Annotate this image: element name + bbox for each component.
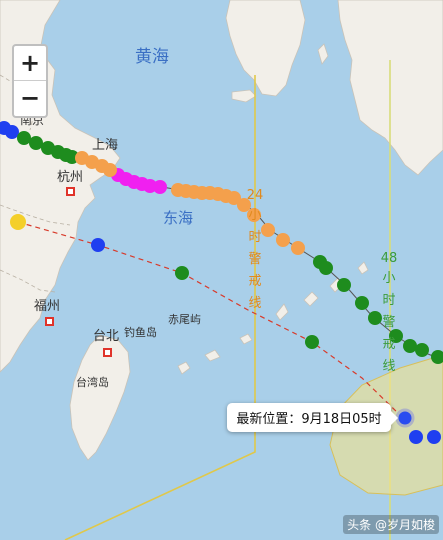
track-point[interactable]: [409, 430, 423, 444]
track-point[interactable]: [291, 241, 305, 255]
track-points-forecast: [10, 214, 319, 349]
taibei-label: 台北: [93, 329, 119, 344]
track-point[interactable]: [355, 296, 369, 310]
warning-line-24h: [64, 75, 256, 540]
warning-24h-char: 24: [247, 188, 264, 203]
track-point[interactable]: [5, 125, 19, 139]
track-point[interactable]: [227, 191, 241, 205]
track-point[interactable]: [237, 198, 251, 212]
fuzhou-label: 福州: [34, 299, 60, 314]
ryukyu-islands: [177, 261, 369, 375]
warning-label-48h: 48 小 时 警 戒 线: [381, 251, 398, 374]
zoom-out-button[interactable]: −: [19, 84, 41, 112]
hangzhou-label: 杭州: [57, 170, 83, 185]
tsushima-island: [317, 43, 329, 65]
track-point[interactable]: [247, 208, 261, 222]
warning-48h-char: 警: [382, 314, 395, 330]
warning-24h-char: 线: [248, 296, 261, 311]
track-point[interactable]: [305, 335, 319, 349]
warning-48h-char: 小: [382, 271, 395, 286]
track-point[interactable]: [337, 278, 351, 292]
track-points-blue: [0, 121, 441, 444]
watermark-credit: 头条 @岁月如梭: [343, 515, 439, 534]
diaoyu-label: 钓鱼岛: [124, 325, 157, 339]
track-point[interactable]: [261, 223, 275, 237]
taiwan-label: 台湾岛: [76, 375, 109, 389]
city-markers: [45, 187, 112, 357]
track-point[interactable]: [403, 339, 417, 353]
track-point[interactable]: [103, 163, 117, 177]
track-points-orange: [75, 151, 305, 255]
shanghai-label: 上海: [92, 138, 118, 153]
east-sea-label: 东海: [163, 209, 193, 227]
zoom-in-button[interactable]: +: [14, 46, 46, 81]
track-points-magenta: [111, 168, 167, 194]
track-point[interactable]: [175, 266, 189, 280]
warning-24h-char: 小: [248, 208, 261, 223]
track-point[interactable]: [17, 131, 31, 145]
track-point[interactable]: [431, 350, 443, 364]
warning-24h-char: 戒: [248, 274, 261, 289]
current-position-marker[interactable]: [395, 408, 415, 428]
track-point[interactable]: [91, 238, 105, 252]
track-points-green: [17, 131, 443, 364]
jeju-island: [231, 89, 257, 103]
hangzhou-marker: [66, 187, 75, 196]
chiwei-label: 赤尾屿: [168, 313, 201, 326]
yellow-sea-label: 黄海: [135, 47, 169, 67]
latest-position-callout: 最新位置：9月18日05时: [227, 403, 398, 432]
track-point[interactable]: [29, 136, 43, 150]
track-point[interactable]: [319, 261, 333, 275]
warning-48h-char: 戒: [382, 337, 395, 352]
warning-48h-char: 时: [382, 293, 395, 308]
track-point[interactable]: [415, 343, 429, 357]
track-point[interactable]: [153, 180, 167, 194]
warning-48h-char: 48: [381, 251, 398, 266]
track-point[interactable]: [10, 214, 26, 230]
taibei-marker: [103, 348, 112, 357]
fuzhou-marker: [45, 317, 54, 326]
track-point[interactable]: [389, 329, 403, 343]
warning-label-24h: 24 小 时 警 戒 线: [247, 188, 264, 311]
warning-24h-char: 时: [248, 230, 261, 245]
warning-48h-char: 线: [382, 359, 395, 374]
track-point[interactable]: [427, 430, 441, 444]
zoom-control: + −: [12, 44, 48, 118]
warning-24h-char: 警: [248, 251, 261, 267]
taiwan-island: [69, 334, 131, 461]
track-point[interactable]: [368, 311, 382, 325]
korea-peninsula: [225, 0, 306, 97]
track-point[interactable]: [276, 233, 290, 247]
